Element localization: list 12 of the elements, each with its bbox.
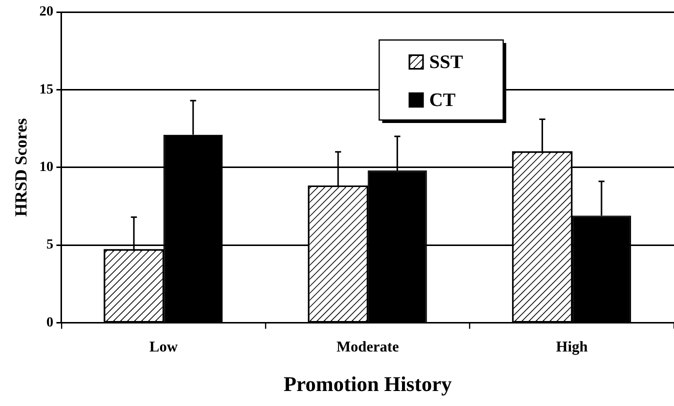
y-tick-label: 5 <box>46 238 54 253</box>
x-axis-title: Promotion History <box>284 372 452 396</box>
x-tick-label: Moderate <box>336 340 400 356</box>
y-tick-label: 15 <box>39 82 54 98</box>
y-tick-label: 20 <box>39 4 54 20</box>
y-tick-label: 0 <box>46 315 54 330</box>
x-tick-label: High <box>556 340 588 356</box>
y-axis-title: HRSD Scores <box>12 118 31 217</box>
x-tick-label: Low <box>149 340 178 356</box>
legend-label: CT <box>429 90 456 111</box>
y-tick-label: 10 <box>39 160 54 176</box>
legend-label: SST <box>429 52 464 73</box>
